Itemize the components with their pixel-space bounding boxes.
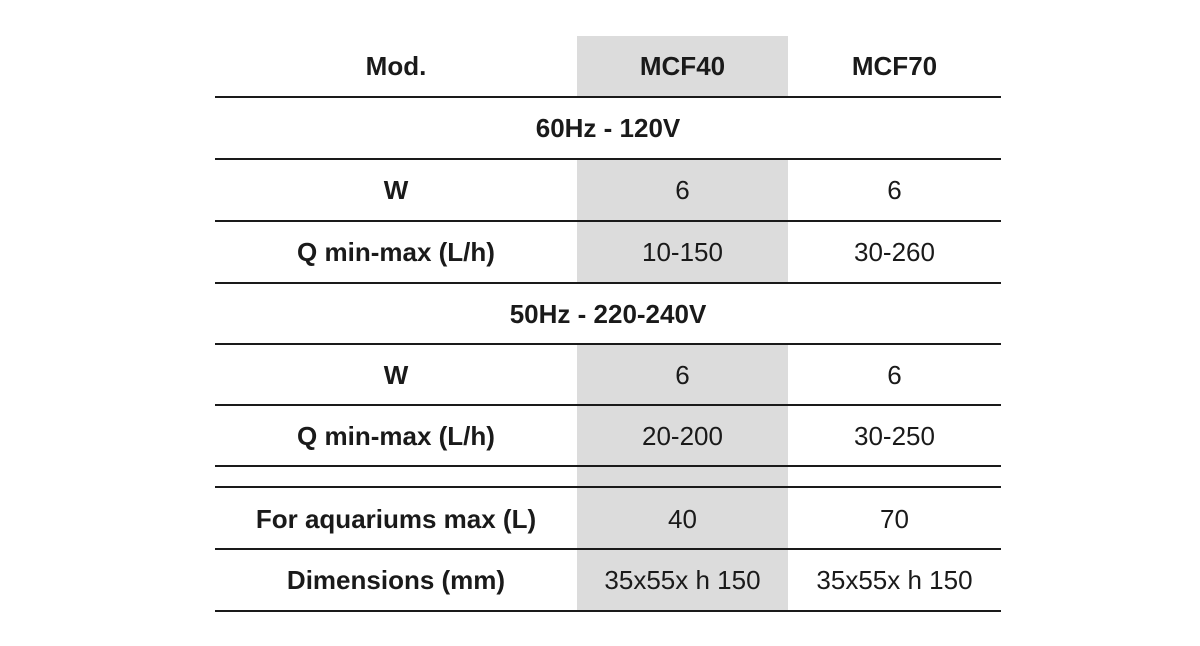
value-model-b: 70 [880, 503, 909, 534]
value-model-b: 35x55x h 150 [816, 564, 973, 595]
divider [215, 548, 1001, 550]
value-model-a: 20-200 [642, 420, 723, 451]
row-label: W [383, 359, 409, 390]
row-label: Q min-max (L/h) [297, 420, 495, 451]
section-title-50hz: 50Hz - 220-240V [215, 284, 1001, 344]
divider [215, 282, 1001, 284]
divider [215, 486, 1001, 488]
row-label: W [383, 174, 409, 205]
section-title-60hz: 60Hz - 120V [215, 98, 1001, 158]
value-model-b: 30-260 [854, 236, 935, 267]
divider [215, 220, 1001, 222]
table-row: W 6 6 [215, 160, 1001, 220]
table-row: Dimensions (mm) 35x55x h 150 35x55x h 15… [215, 550, 1001, 610]
header-model-b: MCF70 [851, 50, 938, 81]
divider [215, 465, 1001, 467]
row-label: Dimensions (mm) [286, 564, 506, 595]
value-model-b: 6 [887, 174, 902, 205]
header-label: Mod. [365, 50, 427, 81]
divider [215, 96, 1001, 98]
table-row: W 6 6 [215, 345, 1001, 405]
divider [215, 158, 1001, 160]
value-model-a: 10-150 [642, 236, 723, 267]
table-row: For aquariums max (L) 40 70 [215, 489, 1001, 549]
table-row: Q min-max (L/h) 20-200 30-250 [215, 406, 1001, 466]
value-model-a: 40 [668, 503, 697, 534]
value-model-a: 35x55x h 150 [604, 564, 761, 595]
value-model-a: 6 [675, 359, 690, 390]
value-model-a: 6 [675, 174, 690, 205]
row-label: Q min-max (L/h) [297, 236, 495, 267]
divider [215, 404, 1001, 406]
table-row: Q min-max (L/h) 10-150 30-260 [215, 222, 1001, 282]
row-label: For aquariums max (L) [255, 503, 537, 534]
divider [215, 343, 1001, 345]
header-model-a: MCF40 [639, 50, 726, 81]
value-model-b: 6 [887, 359, 902, 390]
divider [215, 610, 1001, 612]
value-model-b: 30-250 [854, 420, 935, 451]
header-row: Mod. MCF40 MCF70 [215, 36, 1001, 96]
